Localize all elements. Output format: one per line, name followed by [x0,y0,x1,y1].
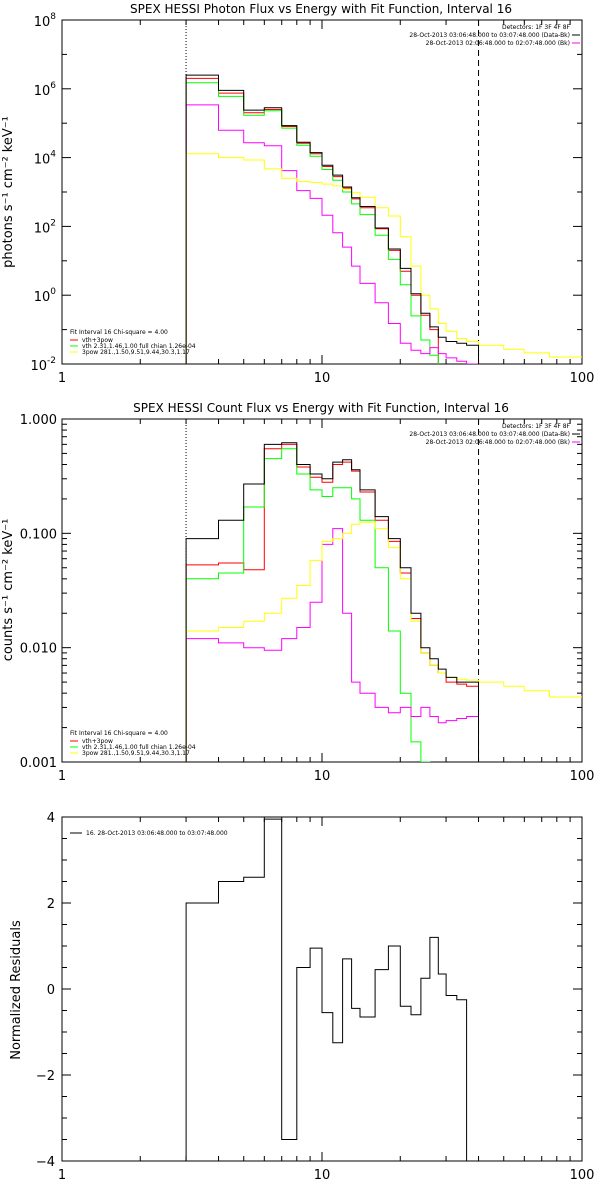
photon-flux-fit-interval-label: Fit Interval 16 Chi-square = 4.00 [70,329,168,336]
count-flux-x-tick-label: 10 [314,769,331,784]
count-flux-y-tick-label: 1.000 [20,413,57,428]
count-flux-y-tick-label: 0.010 [20,642,57,657]
count-flux-fit-legend: Fit Interval 16 Chi-square = 4.00 vth+3p… [70,730,196,757]
residuals-x-tick-label: 1 [58,1168,66,1183]
residuals-ylabel: Normalized Residuals [9,920,24,1060]
count-flux-series-00ff00 [185,448,431,762]
photon-flux-fit-label-2: vth 2.31,1.46,1.00 full chian 1.26e-04 [82,343,196,350]
photon-flux-legend: Detectors: 1F 3F 4F 8F 28-Oct-2013 03:06… [409,24,580,47]
count-flux-panel: SPEX HESSI Count Flux vs Energy with Fit… [1,401,580,757]
photon-flux-y-tick-label: 100 [34,287,57,305]
residuals-legend-label: 16. 28-Oct-2013 03:06:48.000 to 03:07:48… [86,830,228,837]
count-flux-y-tick-label: 0.100 [20,527,57,542]
residuals-series-000000 [185,818,468,1161]
photon-flux-x-tick-label: 1 [58,371,66,386]
count-flux-y-tick-label: 0.001 [20,756,57,771]
photon-flux-y-tick-label: 104 [34,150,57,168]
count-flux-ylabel: counts s⁻¹ cm⁻² keV⁻¹ [1,519,16,662]
residuals-y-tick-label: 2 [47,897,55,912]
count-flux-legend: Detectors: 1F 3F 4F 8F 28-Oct-2013 03:06… [409,423,580,446]
residuals-panel: Normalized Residuals 16. 28-Oct-2013 03:… [9,830,228,1060]
photon-flux-detectors-label: Detectors: 1F 3F 4F 8F [502,24,571,31]
photon-flux-axes-frame [61,19,583,365]
photon-flux-ylabel: photons s⁻¹ cm⁻² keV⁻¹ [1,116,16,268]
photon-flux-series-ffff00 [185,153,582,364]
photon-flux-fit-legend: Fit Interval 16 Chi-square = 4.00 vth+3p… [70,329,196,356]
residuals-plot-area: 1 10 100 −4 −2 0 2 4 [36,811,595,1183]
photon-flux-plot-area: 1 10 100 10-2 100 102 104 106 108 [30,12,594,386]
residuals-y-tick-label: −2 [36,1069,55,1084]
count-flux-title: SPEX HESSI Count Flux vs Energy with Fit… [133,401,509,415]
photon-flux-fit-label-1: vth+3pow [82,337,113,344]
count-flux-data-interval-label: 28-Oct-2013 03:06:48.000 to 03:07:48.000… [409,431,570,438]
count-flux-plot-area: 1 10 100 0.001 0.010 0.100 1.000 [20,413,595,784]
residuals-x-tick-label: 10 [314,1168,331,1183]
residuals-y-tick-label: 4 [47,811,55,826]
photon-flux-x-tick-label: 100 [570,371,595,386]
photon-flux-y-tick-label: 10-2 [30,356,56,374]
photon-flux-x-tick-label: 10 [314,371,331,386]
photon-flux-data-interval-label: 28-Oct-2013 03:06:48.000 to 03:07:48.000… [409,32,570,39]
residuals-y-tick-label: 0 [47,983,55,998]
photon-flux-bk-interval-label: 28-Oct-2013 02:06:48.000 to 02:07:48.000… [426,40,570,47]
photon-flux-series-000000 [185,74,479,364]
photon-flux-series-ff00ff [185,104,479,364]
photon-flux-panel: SPEX HESSI Photon Flux vs Energy with Fi… [1,2,580,356]
count-flux-fit-interval-label: Fit Interval 16 Chi-square = 4.00 [70,730,168,737]
count-flux-fit-label-2: vth 2.31,1.46,1.00 full chian 1.26e-04 [82,744,196,751]
count-flux-fit-label-1: vth+3pow [82,738,113,745]
count-flux-series-ff00ff [185,528,479,762]
photon-flux-title: SPEX HESSI Photon Flux vs Energy with Fi… [130,2,512,16]
photon-flux-y-tick-label: 108 [34,12,57,30]
photon-flux-y-tick-label: 102 [34,218,56,236]
photon-flux-y-tick-label: 106 [34,81,57,99]
count-flux-x-tick-label: 1 [58,769,66,784]
count-flux-detectors-label: Detectors: 1F 3F 4F 8F [502,423,571,430]
photon-flux-fit-label-3: 3pow 281.,1.50,9.51,9.44,30.3,1.17 [82,349,190,356]
count-flux-series-000000 [185,442,479,762]
count-flux-series-ffff00 [185,521,582,762]
count-flux-bk-interval-label: 28-Oct-2013 02:06:48.000 to 02:07:48.000… [426,439,570,446]
residuals-x-tick-label: 100 [570,1168,595,1183]
count-flux-x-tick-label: 100 [570,769,595,784]
count-flux-fit-label-3: 3pow 281.,1.50,9.51,9.44,30.3,1.17 [82,750,190,757]
residuals-y-tick-label: −4 [36,1155,55,1170]
